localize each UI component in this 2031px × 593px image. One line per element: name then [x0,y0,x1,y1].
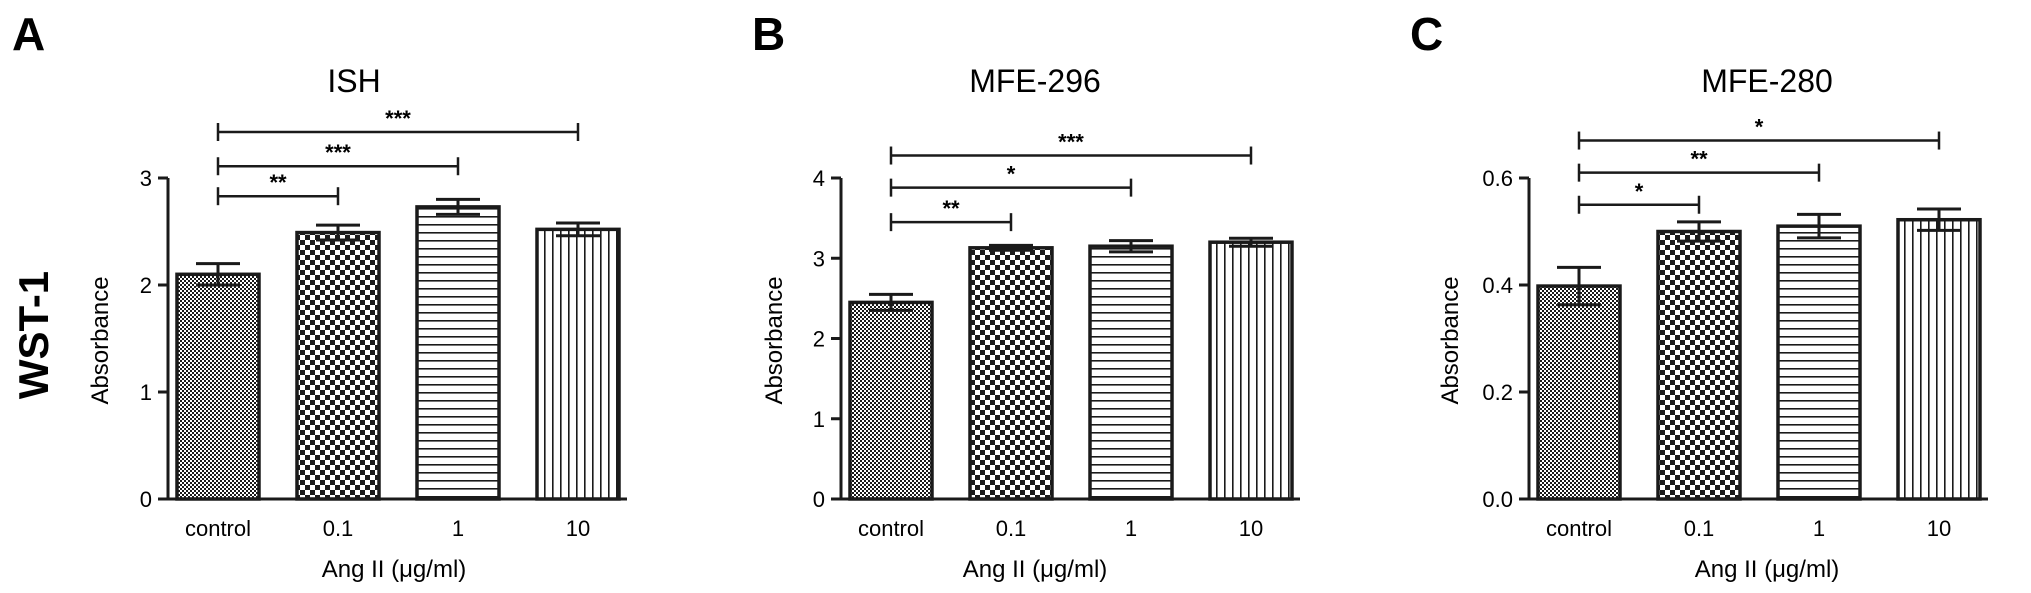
chart-panel-c: C MFE-280 0.0 0.2 0.4 0.6 Absorbance control 0.1… [1410,8,1988,583]
error-bar-1 [989,243,1033,252]
category-label: 1 [1125,516,1137,541]
significance-label: *** [1058,130,1084,155]
error-bar-2 [1797,212,1841,240]
y-axis-label: Absorbance [1437,276,1464,404]
error-bar-2 [1109,239,1153,254]
x-axis-label: Ang II (μg/ml) [322,556,467,583]
row-label: WST-1 [10,271,57,399]
chart-title: ISH [327,63,380,99]
significance-bracket-2 [1577,131,1941,150]
error-bar-0 [869,292,913,312]
significance-label: *** [325,140,351,165]
bar-1 [968,246,1054,501]
bar-2 [1776,224,1862,501]
error-bar-0 [1557,265,1601,307]
bar-0 [1536,284,1622,501]
y-tick-label: 1 [813,407,825,432]
bar-3 [535,227,621,501]
bar-3 [1208,240,1294,501]
chart-title: MFE-296 [969,63,1101,99]
panel-letter: B [752,8,785,60]
chart-title: MFE-280 [1701,63,1833,99]
significance-bracket-0 [889,213,1013,232]
category-label: 10 [566,516,590,541]
significance-label: ** [942,196,960,221]
bar-2 [415,205,501,501]
y-axis-label: Absorbance [761,276,788,404]
y-tick-label: 2 [813,327,825,352]
category-label: 10 [1239,516,1263,541]
significance-label: * [1635,179,1644,204]
category-label: 10 [1927,516,1951,541]
significance-bracket-2 [889,146,1253,165]
significance-label: * [1007,162,1016,187]
category-label: 1 [452,516,464,541]
y-tick-label: 0 [813,487,825,512]
y-tick-label: 0 [140,487,152,512]
bar-0 [848,300,934,501]
significance-label: ** [269,170,287,195]
error-bar-1 [1677,220,1721,243]
significance-label: * [1755,115,1764,140]
panel-letter: A [12,8,45,60]
category-label: 0.1 [996,516,1027,541]
bar-1 [1656,229,1742,501]
category-label: control [1546,516,1612,541]
x-axis-label: Ang II (μg/ml) [1695,556,1840,583]
error-bar-2 [436,197,480,216]
category-label: control [185,516,251,541]
y-tick-label: 0.6 [1482,166,1513,191]
category-label: 0.1 [1684,516,1715,541]
y-tick-label: 0.4 [1482,273,1513,298]
y-tick-label: 0.2 [1482,380,1513,405]
category-label: 0.1 [323,516,354,541]
x-axis-label: Ang II (μg/ml) [963,556,1108,583]
bar-0 [175,272,261,501]
chart-panel-b: B MFE-296 0 1 2 3 4 Absorbance control 0.1 1 10 Ang … [752,8,1300,583]
y-tick-label: 3 [813,246,825,271]
y-tick-label: 4 [813,166,825,191]
panel-letter: C [1410,8,1443,60]
significance-label: *** [385,106,411,131]
significance-bracket-1 [1577,163,1821,182]
y-tick-label: 0.0 [1482,487,1513,512]
bar-1 [295,230,381,501]
category-label: 1 [1813,516,1825,541]
significance-bracket-0 [1577,195,1701,214]
significance-bracket-1 [889,178,1133,197]
y-axis-label: Absorbance [87,276,114,404]
error-bar-1 [316,223,360,242]
error-bar-3 [1229,236,1273,248]
error-bar-0 [196,262,240,287]
significance-bracket-0 [216,187,340,206]
y-tick-label: 3 [140,166,152,191]
bar-3 [1896,217,1982,501]
error-bar-3 [556,221,600,238]
y-tick-label: 1 [140,380,152,405]
chart-panel-a: A ISH 0 1 2 3 Absorbance control 0.1 1 10 Ang II (μ… [12,8,627,583]
significance-label: ** [1690,147,1708,172]
error-bar-3 [1917,207,1961,232]
significance-bracket-2 [216,122,580,141]
category-label: control [858,516,924,541]
bar-2 [1088,244,1174,501]
significance-bracket-1 [216,157,460,176]
y-tick-label: 2 [140,273,152,298]
